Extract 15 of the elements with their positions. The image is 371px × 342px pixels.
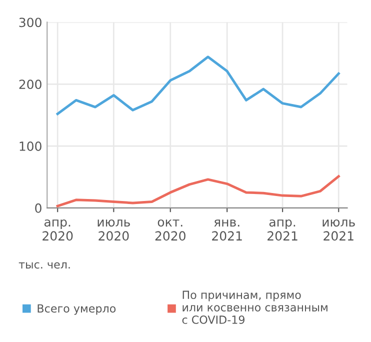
y-tick-label: 200	[19, 80, 42, 90]
x-tick-label: апр. 2020	[42, 219, 73, 241]
legend-label: Всего умерло	[38, 304, 116, 315]
x-tick-label: июль 2020	[98, 219, 130, 241]
line-series	[56, 56, 340, 116]
y-tick-label: 0	[35, 203, 42, 213]
x-tick-label: апр. 2021	[268, 219, 298, 241]
x-tick-label: янв. 2021	[212, 220, 242, 241]
x-tick-label: окт. 2020	[155, 219, 186, 241]
line-series	[56, 175, 340, 208]
x-tick-label: июль 2021	[322, 219, 355, 241]
y-tick-label: 300	[19, 18, 42, 28]
text: тыс. чел.	[18, 262, 70, 269]
y-tick-label: 100	[20, 142, 42, 151]
legend-label: По причинам, прямо или косвенно связанным с COVID-19	[182, 290, 328, 324]
